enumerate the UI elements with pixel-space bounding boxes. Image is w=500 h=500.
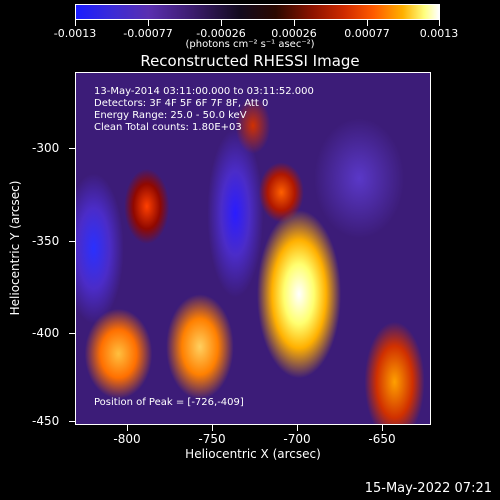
colorbar-tick-label: -0.00077 [123, 27, 173, 40]
x-tick-label: -800 [113, 432, 141, 446]
x-tick [382, 425, 383, 431]
x-tick-label: -700 [283, 432, 311, 446]
plot-title: Reconstructed RHESSI Image [140, 52, 360, 70]
x-tick-label: -650 [368, 432, 396, 446]
y-tick [69, 421, 75, 422]
colorbar-tick [439, 20, 440, 26]
colorbar [75, 4, 440, 20]
info-energy-range: Energy Range: 25.0 - 50.0 keV [94, 110, 247, 121]
x-tick [297, 425, 298, 431]
peak-position: Position of Peak = [-726,-409] [94, 397, 244, 408]
x-tick-label: -750 [198, 432, 226, 446]
y-axis-label: Heliocentric Y (arcsec) [8, 180, 22, 316]
colorbar-tick [367, 20, 368, 26]
x-axis-label: Heliocentric X (arcsec) [185, 447, 321, 461]
y-tick [69, 148, 75, 149]
info-clean-counts: Clean Total counts: 1.80E+03 [94, 122, 242, 133]
colorbar-tick [221, 20, 222, 26]
colorbar-tick-label: 0.00026 [271, 27, 317, 40]
colorbar-units: (photons cm⁻² s⁻¹ asec⁻²) [185, 39, 315, 50]
image-plot [75, 72, 431, 425]
info-detectors: Detectors: 3F 4F 5F 6F 7F 8F, Att 0 [94, 98, 269, 109]
y-tick [69, 333, 75, 334]
y-tick-label: -350 [32, 234, 60, 248]
info-time-range: 13-May-2014 03:11:00.000 to 03:11:52.000 [94, 86, 314, 97]
y-tick [69, 241, 75, 242]
x-tick [212, 425, 213, 431]
footer-date: 15-May-2022 07:21 [364, 481, 492, 496]
colorbar-tick [148, 20, 149, 26]
y-tick-label: -450 [32, 414, 60, 428]
colorbar-tick-label: 0.0013 [419, 27, 459, 40]
colorbar-tick-label: -0.0013 [53, 27, 97, 40]
colorbar-tick [75, 20, 76, 26]
y-tick-label: -400 [32, 326, 60, 340]
colorbar-tick [294, 20, 295, 26]
colorbar-tick-label: 0.00077 [344, 27, 390, 40]
y-tick-label: -300 [32, 141, 60, 155]
x-tick [127, 425, 128, 431]
colorbar-tick-label: -0.00026 [196, 27, 246, 40]
